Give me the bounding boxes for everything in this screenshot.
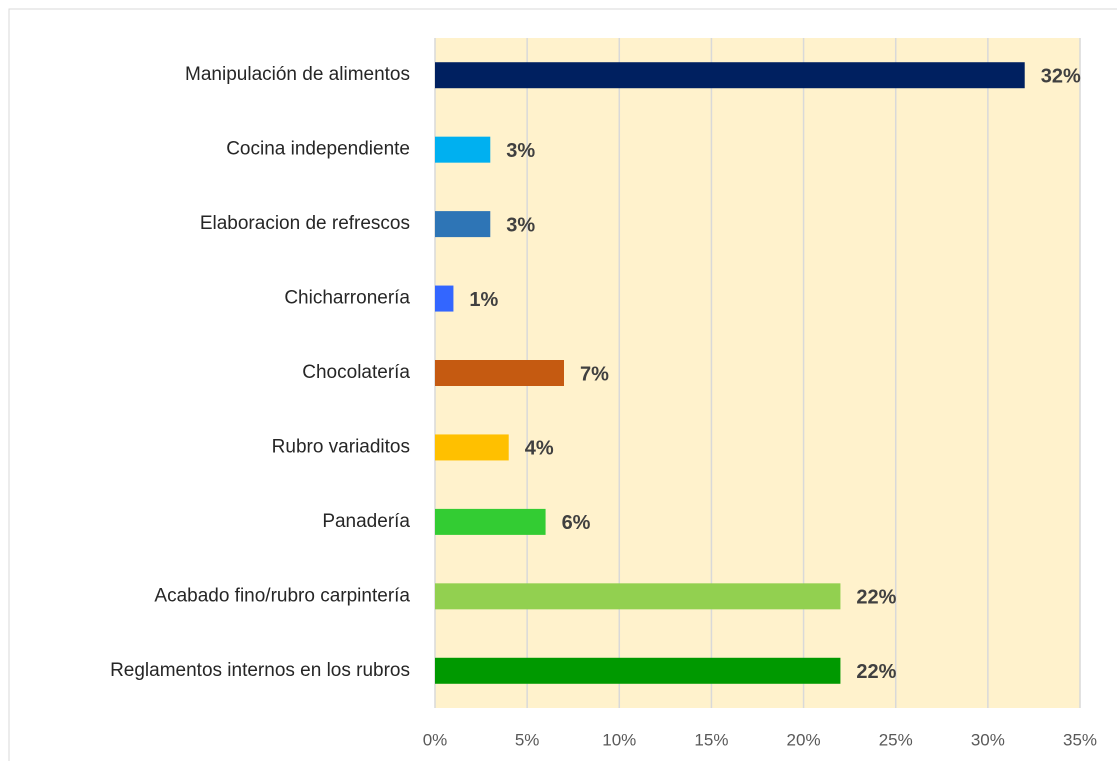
x-tick-label: 30% <box>971 730 1005 749</box>
value-label: 22% <box>856 587 896 609</box>
x-tick-label: 25% <box>879 730 913 749</box>
y-tick-label: Chicharronería <box>284 288 410 309</box>
bar <box>435 62 1025 89</box>
y-tick-label: Panadería <box>322 511 410 532</box>
y-tick-label: Manipulación de alimentos <box>185 64 410 85</box>
x-tick-label: 10% <box>602 730 636 749</box>
bar <box>435 136 491 163</box>
y-tick-label: Rubro variaditos <box>272 436 410 457</box>
x-tick-label: 5% <box>515 730 540 749</box>
bar <box>435 211 491 238</box>
value-label: 3% <box>506 214 535 236</box>
x-tick-label: 15% <box>694 730 728 749</box>
value-label: 1% <box>469 289 498 311</box>
value-label: 22% <box>856 661 896 683</box>
bar <box>435 508 546 535</box>
bar <box>435 360 564 386</box>
bar <box>435 657 841 684</box>
y-tick-label: Reglamentos internos en los rubros <box>110 660 410 681</box>
x-tick-label: 20% <box>787 730 821 749</box>
y-tick-label: Cocina independiente <box>226 139 410 160</box>
value-label: 7% <box>580 363 609 385</box>
y-tick-label: Chocolatería <box>302 362 410 383</box>
bar <box>435 285 454 312</box>
bar <box>435 583 841 610</box>
value-label: 4% <box>525 438 554 460</box>
x-tick-label: 0% <box>423 730 448 749</box>
y-tick-label: Acabado fino/rubro carpintería <box>154 585 410 606</box>
value-label: 32% <box>1041 66 1081 88</box>
chart-border <box>8 8 1117 761</box>
x-tick-label: 35% <box>1063 730 1097 749</box>
value-label: 3% <box>506 140 535 162</box>
y-tick-label: Elaboracion de refrescos <box>200 213 410 234</box>
bar <box>435 434 509 461</box>
value-label: 6% <box>562 512 591 534</box>
